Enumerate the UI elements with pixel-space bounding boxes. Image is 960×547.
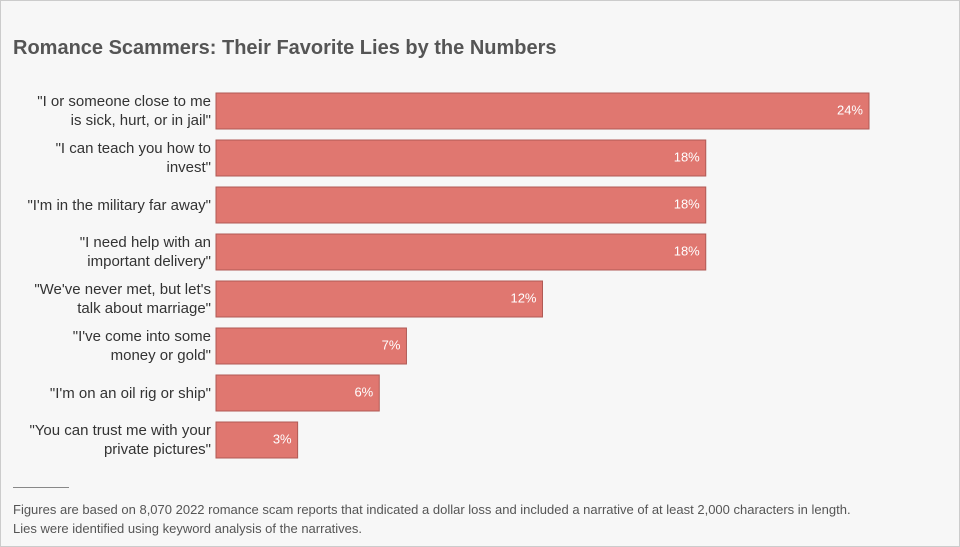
category-label: "We've never met, but let's talk about m…: [34, 281, 211, 317]
category-label: "I'm in the military far away": [27, 196, 211, 214]
category-label: "I can teach you how to invest": [55, 140, 211, 176]
category-label: "I've come into some money or gold": [72, 328, 211, 364]
category-label: "I'm on an oil rig or ship": [49, 384, 211, 402]
note-rule: [13, 487, 69, 488]
bar: [215, 186, 707, 224]
chart-title: Romance Scammers: Their Favorite Lies by…: [13, 37, 557, 59]
bar: [215, 374, 380, 412]
value-label: 18%: [674, 196, 700, 211]
value-label: 3%: [273, 431, 292, 446]
value-label: 6%: [354, 384, 373, 399]
category-label: "I or someone close to me is sick, hurt,…: [37, 93, 211, 129]
value-label: 24%: [837, 102, 863, 117]
bar: [215, 92, 870, 130]
bar: [215, 421, 299, 459]
bar: [215, 327, 407, 365]
bar: [215, 139, 707, 177]
category-label: "You can trust me with your private pict…: [29, 422, 211, 458]
value-label: 12%: [510, 290, 536, 305]
value-label: 18%: [674, 149, 700, 164]
category-label: "I need help with an important delivery": [79, 234, 211, 270]
value-label: 18%: [674, 243, 700, 258]
bar: [215, 233, 707, 271]
footnote: Figures are based on 8,070 2022 romance …: [13, 502, 851, 536]
value-label: 7%: [382, 337, 401, 352]
bar: [215, 280, 543, 318]
